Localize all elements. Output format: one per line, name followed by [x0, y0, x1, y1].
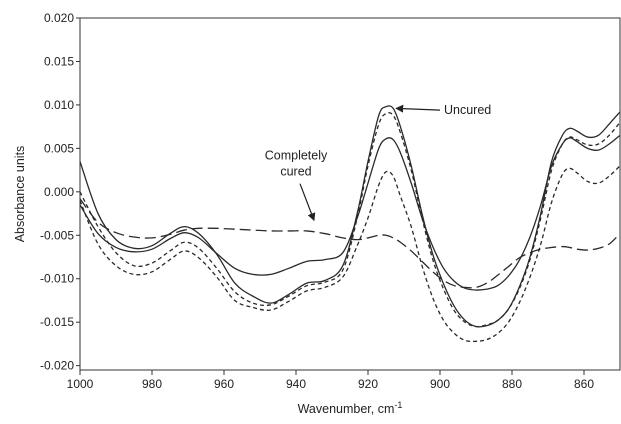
annotations-layer: Uncured Completely cured [265, 103, 491, 222]
series-line-2 [80, 134, 620, 291]
x-tick-label: 1000 [67, 377, 94, 391]
x-tick-label: 880 [502, 377, 522, 391]
annotation-arrow [395, 104, 441, 113]
x-axis-label-text: Wavenumber, cm [298, 402, 395, 416]
x-tick-label: 860 [574, 377, 594, 391]
y-tick-label: 0.000 [44, 185, 74, 199]
x-tick-label: 940 [286, 377, 306, 391]
x-axis-label: Wavenumber, cm-1 [298, 400, 403, 416]
series-line-3 [80, 112, 620, 328]
annotation-line: Completely [265, 149, 328, 163]
y-tick-label: 0.010 [44, 98, 74, 112]
x-axis-label-superscript: -1 [394, 400, 402, 410]
y-tick-label: -0.020 [40, 359, 74, 373]
series-line-5 [80, 198, 620, 289]
series-line-1 [80, 105, 620, 328]
plot-frame [79, 17, 621, 371]
y-tick-label: -0.015 [40, 315, 74, 329]
annotation-arrow [299, 183, 316, 222]
series-line-4 [80, 165, 620, 343]
ticks-layer: 1000 980 960 940 920 900 880 860 0.020 0.015 0.010… [40, 11, 594, 391]
y-tick-label: -0.005 [40, 228, 74, 242]
x-tick-label: 900 [430, 377, 450, 391]
y-tick-label: 0.020 [44, 11, 74, 25]
x-tick-label: 960 [214, 377, 234, 391]
annotation-label: Uncured [444, 103, 491, 117]
y-tick-label: 0.015 [44, 54, 74, 68]
y-tick-label: 0.005 [44, 141, 74, 155]
x-tick-label: 980 [142, 377, 162, 391]
y-tick-label: -0.010 [40, 272, 74, 286]
y-axis-label: Absorbance units [13, 146, 27, 243]
annotation-label: Completely cured [265, 149, 328, 179]
series-layer [80, 105, 620, 343]
annotation-line: cured [280, 165, 311, 179]
x-tick-label: 920 [358, 377, 378, 391]
